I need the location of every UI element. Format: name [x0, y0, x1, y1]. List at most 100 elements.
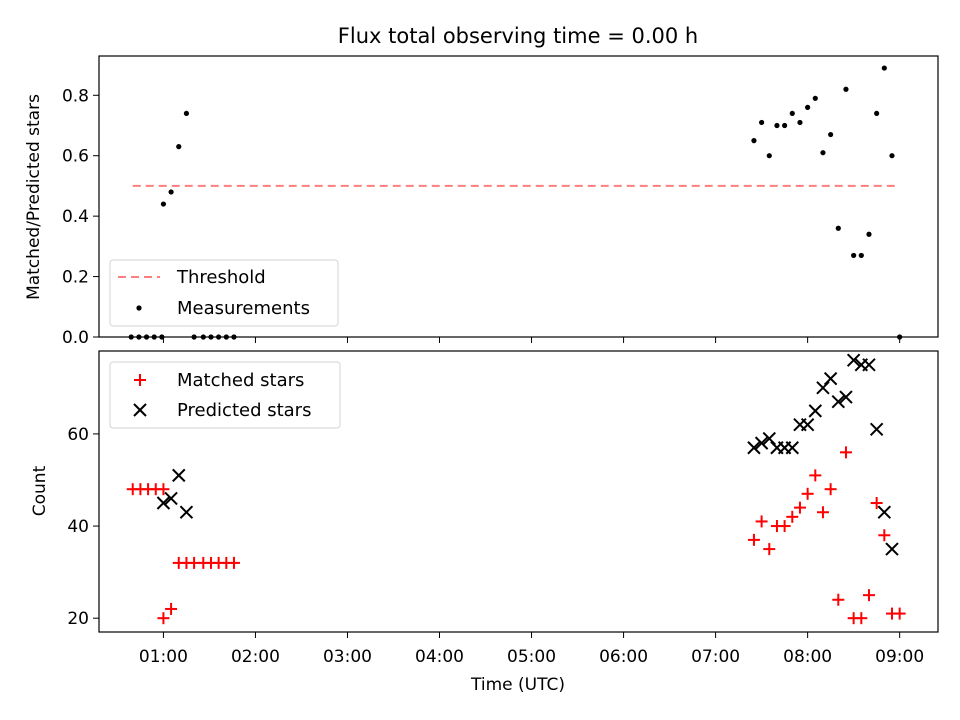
matched-star-point: [227, 556, 240, 569]
y-tick-label: 0.0: [62, 328, 89, 348]
matched-legend-label: Matched stars: [177, 370, 304, 391]
bottom-y-ticks: 20 40 60: [67, 425, 99, 629]
x-tick-label: 03:00: [323, 647, 372, 667]
measurement-point: [136, 334, 142, 340]
measurement-point: [820, 150, 826, 156]
top-plot-frame: [98, 55, 939, 338]
y-tick-label: 20: [67, 609, 89, 629]
measurement-point: [782, 122, 788, 129]
matched-star-point: [855, 612, 868, 625]
measurement-point: [231, 334, 237, 340]
top-panel: 0.00.20.40.60.8 Matched/Predicted stars …: [24, 55, 939, 348]
measurement-point: [774, 122, 780, 129]
measurement-point: [835, 225, 841, 231]
matched-star-point: [862, 589, 875, 602]
predicted-star-point: [862, 358, 876, 372]
measurement-point: [751, 138, 757, 144]
bottom-plot-frame: [98, 350, 939, 633]
predicted-star-point: [808, 404, 823, 418]
y-tick-label: 60: [67, 425, 89, 445]
matched-star-point: [763, 543, 776, 556]
threshold-legend-label: Threshold: [176, 267, 266, 288]
predicted-star-point: [762, 431, 776, 446]
predicted-star-point: [172, 468, 186, 483]
predicted-legend-label: Predicted stars: [177, 400, 311, 421]
measurement-point: [766, 153, 772, 159]
predicted-star-point: [785, 441, 799, 455]
measurement-point: [759, 119, 765, 126]
bottom-x-ticks: 01:00 02:00 03:00 04:00 05:00 06:00 07:00 08:00…: [139, 632, 924, 667]
y-tick-label: 0.4: [62, 207, 89, 227]
measurement-point: [128, 334, 134, 340]
measurement-point: [897, 334, 903, 340]
predicted-star-point: [754, 436, 769, 450]
top-legend-box: [109, 259, 339, 327]
measurement-point: [143, 334, 150, 340]
predicted-star-point: [831, 394, 846, 409]
measurement-point: [216, 334, 222, 340]
top-y-axis-label: Matched/Predicted stars: [24, 94, 44, 300]
x-tick-label: 05:00: [507, 647, 556, 667]
predicted-star-point: [877, 505, 892, 519]
measurement-point: [151, 334, 157, 340]
predicted-star-point: [156, 496, 171, 510]
predicted-star-point: [164, 491, 178, 506]
predicted-star-point: [885, 542, 899, 556]
matched-star-point: [870, 497, 883, 510]
matched-star-point: [165, 602, 178, 615]
matched-star-point: [816, 506, 829, 519]
matched-star-point: [793, 501, 806, 514]
predicted-star-point: [846, 353, 861, 367]
predicted-star-point: [800, 417, 815, 432]
x-tick-label: 08:00: [783, 647, 832, 667]
x-tick-label: 09:00: [875, 647, 924, 667]
predicted-star-point: [747, 441, 761, 455]
measurement-point: [160, 201, 167, 207]
bottom-legend-box: [109, 361, 341, 429]
matched-star-point: [778, 520, 791, 533]
measurement-point: [200, 334, 206, 340]
measurement-point: [168, 189, 174, 195]
y-tick-label: 0.8: [62, 86, 89, 106]
measurements-legend-label: Measurements: [177, 298, 310, 319]
measurement-point: [789, 110, 795, 117]
measurement-point: [812, 95, 818, 101]
measurements-legend-swatch: [136, 305, 142, 311]
y-tick-label: 0.2: [62, 268, 89, 288]
matched-star-point: [157, 612, 170, 625]
x-tick-label: 06:00: [599, 647, 648, 667]
matched-legend-swatch: [134, 374, 146, 386]
measurement-point: [191, 334, 197, 340]
measurement-point: [176, 144, 182, 150]
matched-star-point: [878, 529, 891, 542]
x-tick-label: 04:00: [415, 647, 464, 667]
x-axis-label: Time (UTC): [470, 675, 565, 695]
measurement-point: [828, 131, 834, 138]
predicted-star-point: [823, 371, 838, 386]
top-plot-marks: [128, 65, 903, 340]
matched-star-point: [801, 487, 814, 500]
y-tick-label: 0.6: [62, 147, 89, 167]
predicted-legend-swatch: [133, 403, 147, 417]
top-legend: Threshold Measurements: [109, 259, 339, 327]
measurement-point: [805, 104, 811, 110]
top-x-tickmarks: [162, 337, 901, 343]
measurement-point: [159, 334, 165, 340]
measurement-point: [866, 231, 872, 237]
measurement-point: [881, 65, 887, 71]
chart-title: Flux total observing time = 0.00 h: [338, 24, 698, 48]
matched-star-point: [157, 483, 170, 496]
measurement-point: [851, 252, 857, 259]
measurement-point: [797, 119, 803, 126]
measurement-point: [889, 153, 895, 159]
matched-star-point: [809, 469, 822, 482]
measurement-point: [208, 334, 214, 340]
predicted-star-point: [869, 422, 884, 437]
x-tick-label: 07:00: [691, 647, 740, 667]
matched-star-point: [747, 533, 760, 546]
matched-star-point: [893, 607, 906, 620]
bottom-plot-marks: [126, 353, 906, 625]
y-tick-label: 40: [67, 517, 89, 537]
bottom-legend: Matched stars Predicted stars: [109, 361, 341, 429]
